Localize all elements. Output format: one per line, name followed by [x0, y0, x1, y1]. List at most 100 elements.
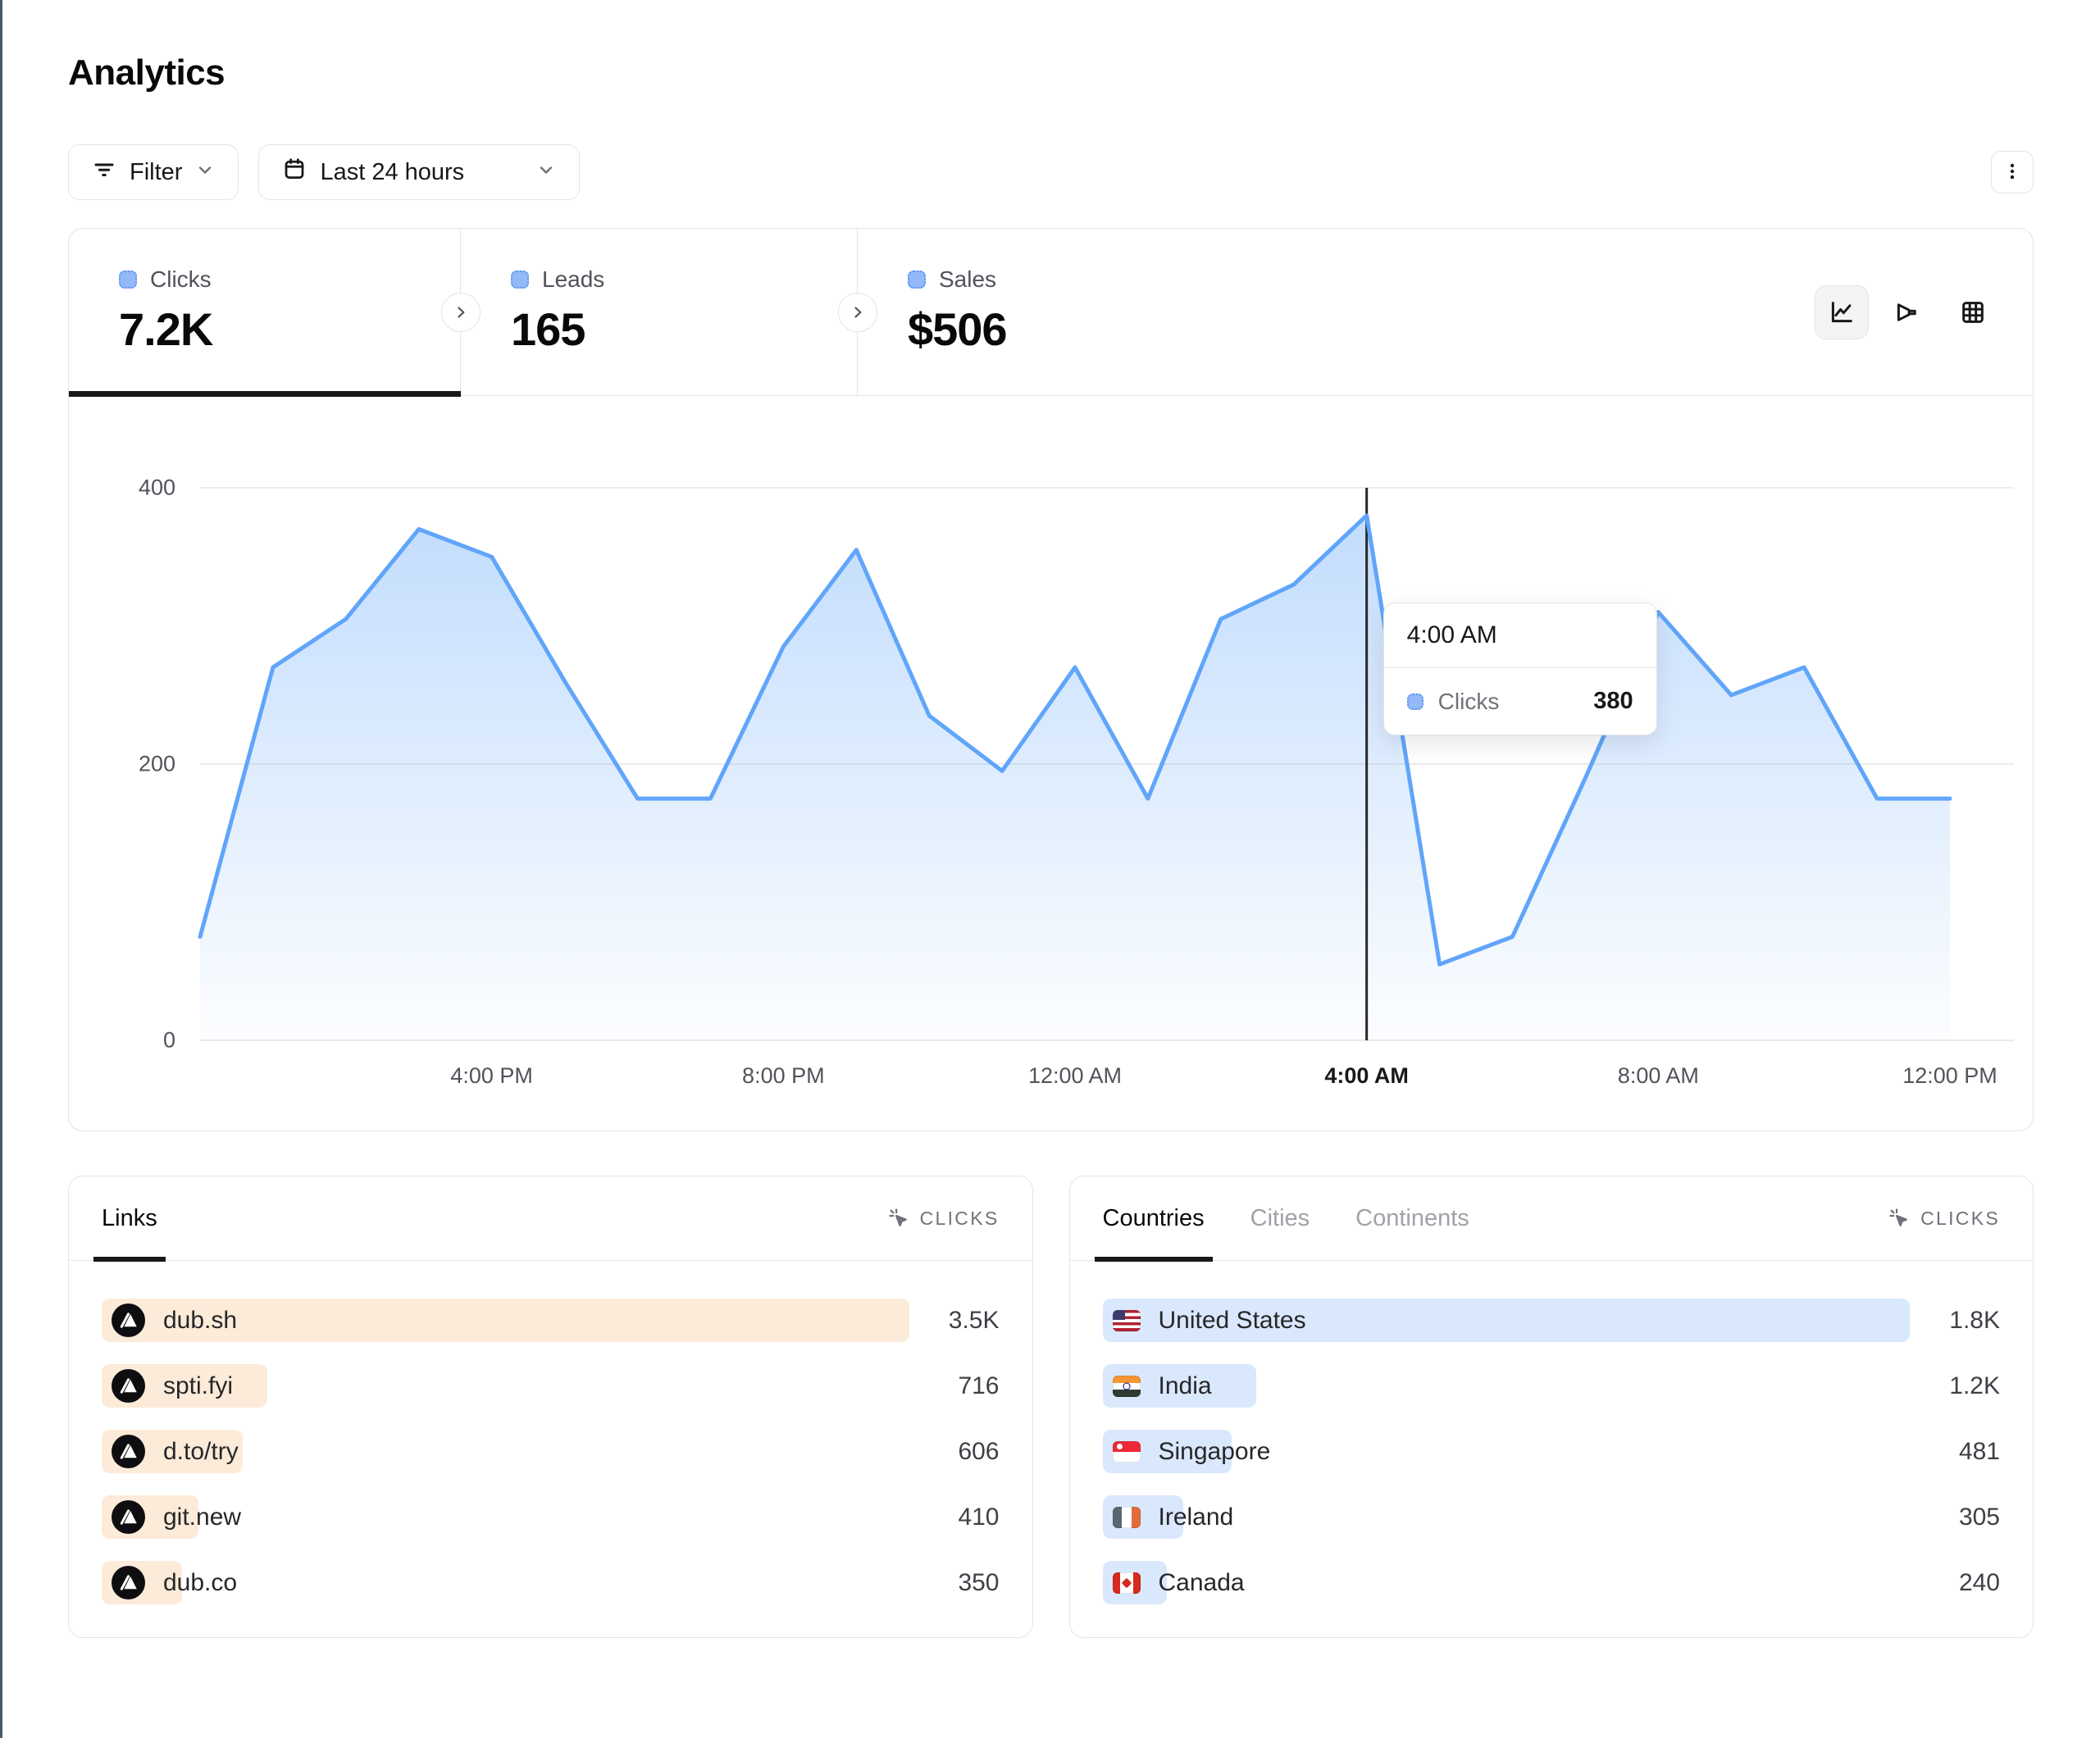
bar-area: Ireland: [1102, 1495, 1911, 1539]
dub-logo-icon: [112, 1435, 145, 1468]
x-axis-tick: 12:00 PM: [1902, 1063, 1998, 1088]
chevron-down-icon: [195, 159, 215, 186]
metric-label: CLICKS: [1920, 1207, 2000, 1229]
chevron-right-icon: [854, 307, 862, 317]
bar-area: dub.co: [102, 1561, 909, 1604]
row-value: 606: [958, 1437, 1000, 1465]
filter-bars-icon: [92, 157, 116, 188]
date-range-label: Last 24 hours: [320, 158, 465, 185]
cursor-click-icon: [888, 1208, 907, 1226]
chevron-down-icon: [536, 159, 556, 186]
country-list-item[interactable]: Singapore 481: [1102, 1430, 2000, 1473]
plot-area[interactable]: 4:00 AM Clicks 380: [198, 487, 2014, 1041]
country-list-item[interactable]: Canada 240: [1102, 1561, 2000, 1604]
sg-flag-icon: [1112, 1440, 1141, 1463]
row-content: spti.fyi: [102, 1364, 909, 1408]
metric-header[interactable]: CLICKS: [887, 1207, 1000, 1230]
metric-header[interactable]: CLICKS: [1888, 1207, 2000, 1230]
table-grid-icon: [1962, 301, 1984, 323]
x-axis-tick: 4:00 PM: [450, 1063, 533, 1088]
row-label: Singapore: [1158, 1437, 1271, 1465]
row-content: dub.sh: [102, 1299, 909, 1342]
tab-sales[interactable]: Sales $506: [858, 229, 1255, 395]
more-menu-button[interactable]: [1991, 151, 2034, 193]
filter-button[interactable]: Filter: [68, 144, 239, 200]
tooltip-value: 380: [1593, 688, 1633, 714]
x-axis-tick: 12:00 AM: [1027, 1063, 1123, 1088]
analytics-chart-card: Clicks 7.2K Leads 165 Sales $506: [68, 228, 2034, 1131]
line-chart-icon: [1831, 301, 1852, 322]
date-range-button[interactable]: Last 24 hours: [258, 144, 581, 200]
row-value: 1.2K: [1949, 1372, 2000, 1399]
bar-area: United States: [1102, 1299, 1911, 1342]
chart-tooltip: 4:00 AM Clicks 380: [1383, 603, 1657, 735]
clicks-legend-swatch-icon: [119, 271, 137, 289]
tab-continents[interactable]: Continents: [1355, 1204, 1469, 1231]
table-view-button[interactable]: [1946, 285, 2000, 339]
link-list-item[interactable]: git.new 410: [102, 1495, 1000, 1539]
row-value: 3.5K: [948, 1306, 1000, 1334]
area-chart-svg: [198, 487, 2014, 1041]
stat-tabs: Clicks 7.2K Leads 165 Sales $506: [69, 229, 2033, 397]
y-axis-tick: 400: [138, 475, 175, 500]
row-label: Ireland: [1158, 1503, 1234, 1531]
expand-leads-button[interactable]: [838, 292, 877, 332]
stat-label: Sales: [939, 266, 997, 292]
cursor-click-icon: [1889, 1208, 1908, 1226]
x-axis: 4:00 PM 8:00 PM 12:00 AM 4:00 AM 8:00 AM 12:0…: [200, 1040, 1997, 1131]
funnel-icon: [1897, 303, 1916, 321]
geo-panel: Countries Cities Continents CLICKS Unite…: [1068, 1176, 2034, 1638]
row-label: dub.sh: [163, 1306, 238, 1334]
tooltip-series-label: Clicks: [1437, 688, 1500, 714]
row-label: git.new: [163, 1503, 242, 1531]
country-list-item[interactable]: Ireland 305: [1102, 1495, 2000, 1539]
row-label: dub.co: [163, 1568, 238, 1596]
toolbar: Filter Last 24 hours: [68, 144, 2034, 200]
tab-leads[interactable]: Leads 165: [461, 229, 858, 395]
tab-clicks[interactable]: Clicks 7.2K: [69, 229, 461, 397]
row-content: git.new: [102, 1495, 909, 1539]
clicks-legend-swatch-icon: [1406, 693, 1424, 710]
kebab-menu-icon: [2002, 161, 2023, 184]
link-value-bar: [102, 1299, 909, 1342]
row-value: 350: [958, 1568, 1000, 1596]
y-axis-tick: 200: [138, 751, 175, 776]
in-flag-icon: [1112, 1375, 1141, 1397]
country-list-item[interactable]: India 1.2K: [1102, 1364, 2000, 1408]
stat-label: Clicks: [150, 266, 212, 292]
link-list-item[interactable]: spti.fyi 716: [102, 1364, 1000, 1408]
row-content: United States: [1103, 1299, 1911, 1342]
row-value: 240: [1958, 1568, 2000, 1596]
links-panel: Links CLICKS dub.sh 3.5K spti.fyi 716 d.to/t…: [68, 1176, 1033, 1638]
funnel-view-button[interactable]: [1880, 285, 1934, 339]
clicks-series-line: [198, 513, 1952, 967]
stat-value: $506: [908, 303, 1008, 355]
row-value: 305: [1958, 1503, 2000, 1531]
row-value: 410: [958, 1503, 1000, 1531]
link-list-item[interactable]: dub.sh 3.5K: [102, 1299, 1000, 1342]
expand-clicks-button[interactable]: [441, 292, 481, 332]
country-list-item[interactable]: United States 1.8K: [1102, 1299, 2000, 1342]
row-content: Ireland: [1103, 1495, 1911, 1539]
leads-legend-swatch-icon: [511, 271, 529, 289]
row-value: 716: [958, 1372, 1000, 1399]
link-list-item[interactable]: dub.co 350: [102, 1561, 1000, 1604]
link-list-item[interactable]: d.to/try 606: [102, 1430, 1000, 1473]
dub-logo-icon: [112, 1369, 145, 1403]
chevron-right-icon: [458, 307, 465, 317]
active-tab-underline: [69, 390, 461, 397]
tab-links[interactable]: Links: [93, 1176, 166, 1262]
dub-logo-icon: [112, 1500, 145, 1534]
tab-countries[interactable]: Countries: [1094, 1176, 1213, 1262]
bar-area: Canada: [1102, 1561, 1911, 1604]
row-label: United States: [1158, 1306, 1306, 1334]
area-fill: [200, 515, 1950, 1040]
sales-legend-swatch-icon: [908, 271, 926, 289]
row-content: d.to/try: [102, 1430, 909, 1473]
tab-cities[interactable]: Cities: [1250, 1204, 1310, 1231]
bar-area: git.new: [102, 1495, 909, 1539]
row-label: Canada: [1158, 1568, 1245, 1596]
line-chart-view-button[interactable]: [1815, 284, 1869, 339]
time-series-chart: 0 200 400 4:00 AM Clicks 380: [69, 396, 2033, 1053]
us-flag-icon: [1112, 1309, 1141, 1331]
